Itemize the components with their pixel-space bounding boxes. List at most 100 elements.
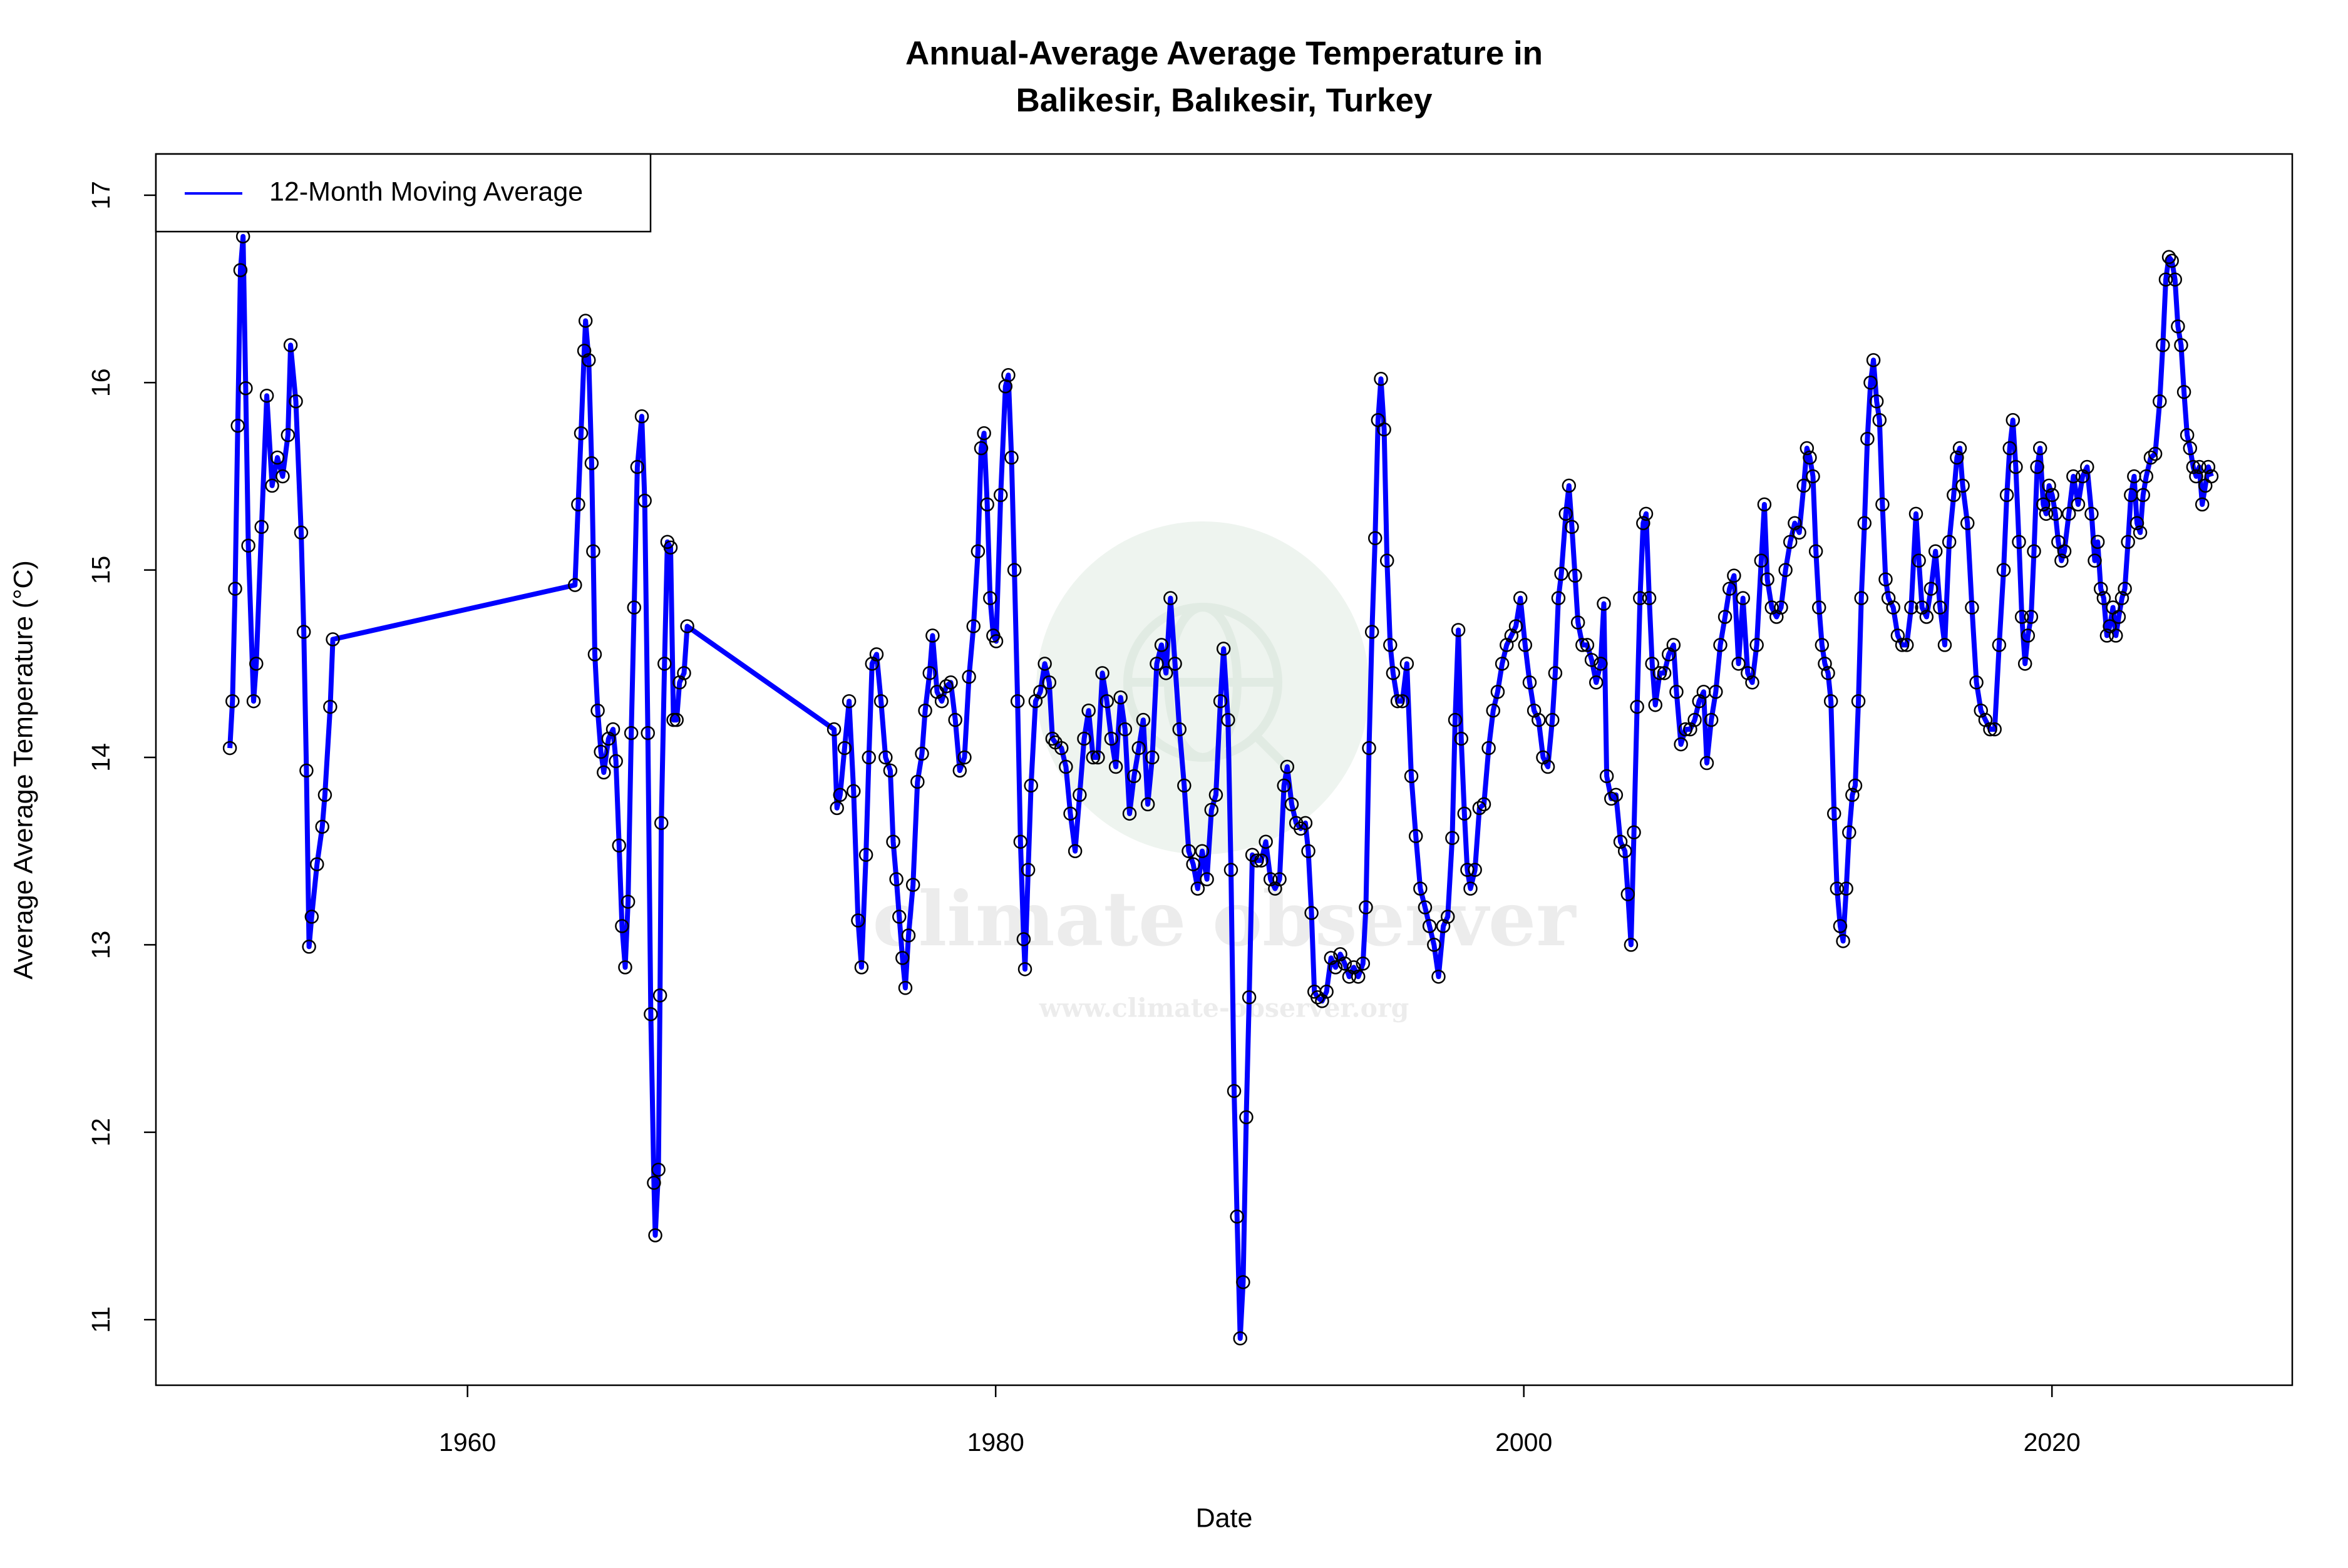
data-point xyxy=(1532,712,1546,727)
data-point xyxy=(1068,844,1083,858)
data-point xyxy=(1727,568,1741,583)
data-point xyxy=(1580,638,1595,652)
data-point xyxy=(1010,694,1025,709)
data-point xyxy=(1364,625,1379,639)
data-point xyxy=(1974,703,1989,718)
data-point xyxy=(939,679,954,694)
watermark: climate observer www.climate-observer.or… xyxy=(873,521,1577,1023)
data-point xyxy=(2099,628,2114,643)
data-point xyxy=(1617,844,1632,858)
data-point xyxy=(1757,497,1772,512)
data-point xyxy=(1136,712,1151,727)
data-point xyxy=(1513,591,1528,605)
data-point xyxy=(651,1162,666,1177)
data-point xyxy=(1404,769,1419,784)
data-point xyxy=(283,338,298,352)
data-point xyxy=(2030,459,2044,474)
data-point xyxy=(1250,853,1264,868)
data-point xyxy=(652,988,667,1003)
data-point xyxy=(1620,887,1635,901)
data-point xyxy=(1328,960,1343,975)
data-point xyxy=(842,694,857,709)
data-point xyxy=(1233,1331,1247,1346)
data-point xyxy=(1863,376,1878,390)
data-point xyxy=(1362,740,1376,756)
data-point xyxy=(605,722,620,737)
data-point xyxy=(1395,694,1409,709)
data-point xyxy=(886,834,900,849)
data-point xyxy=(304,910,319,924)
data-point xyxy=(1875,497,1890,512)
data-point xyxy=(1969,675,1984,690)
data-point xyxy=(1004,450,1019,465)
data-point xyxy=(1950,450,1964,465)
data-point xyxy=(2071,497,2086,512)
legend-label: 12-Month Moving Average xyxy=(269,177,583,207)
data-point xyxy=(1669,685,1684,699)
data-point xyxy=(1172,722,1187,737)
data-point xyxy=(1460,863,1475,877)
data-point xyxy=(1377,422,1391,437)
data-point xyxy=(1568,568,1582,583)
data-point xyxy=(1227,1084,1242,1099)
data-point xyxy=(1457,806,1472,821)
data-point xyxy=(1518,638,1533,652)
data-point xyxy=(1639,506,1654,521)
data-point xyxy=(1736,591,1750,605)
data-point xyxy=(1024,778,1038,793)
data-point xyxy=(2183,441,2198,456)
data-point xyxy=(1522,675,1537,690)
data-point xyxy=(2129,516,2145,531)
data-point xyxy=(1259,834,1273,849)
data-point xyxy=(962,670,976,684)
data-point xyxy=(1633,591,1647,605)
data-point xyxy=(1854,591,1868,605)
data-point xyxy=(892,910,907,924)
data-point xyxy=(1648,697,1662,712)
data-point xyxy=(1042,675,1057,690)
data-point xyxy=(1788,516,1802,531)
data-point xyxy=(1301,844,1316,858)
data-point xyxy=(922,666,937,680)
data-point xyxy=(2114,591,2129,605)
data-point xyxy=(1063,806,1078,821)
data-point xyxy=(1304,906,1319,920)
data-point xyxy=(1016,932,1031,946)
data-point xyxy=(2012,535,2026,549)
data-point xyxy=(1298,816,1313,831)
data-point xyxy=(2080,459,2094,474)
data-point xyxy=(2057,544,2072,558)
data-point xyxy=(1158,666,1173,680)
data-point xyxy=(2186,459,2201,474)
data-point xyxy=(1878,572,1893,587)
data-point xyxy=(1472,801,1487,816)
data-point xyxy=(230,418,245,433)
data-point xyxy=(1223,863,1238,877)
data-point xyxy=(299,763,314,778)
data-point xyxy=(1845,787,1860,802)
data-point xyxy=(2192,459,2206,474)
data-point xyxy=(1081,703,1096,718)
data-point xyxy=(2139,469,2154,484)
data-point xyxy=(1268,881,1282,896)
data-point xyxy=(952,763,967,778)
data-point xyxy=(1463,881,1478,896)
data-point xyxy=(1131,740,1146,756)
data-point xyxy=(1150,657,1164,671)
data-point xyxy=(618,960,632,975)
data-point xyxy=(1937,638,1952,652)
data-point xyxy=(1315,993,1329,1008)
data-point xyxy=(281,428,296,443)
data-point xyxy=(2027,544,2041,558)
data-point xyxy=(1800,441,1815,456)
data-point xyxy=(1007,563,1022,577)
data-point xyxy=(1059,759,1073,774)
data-point xyxy=(1168,657,1182,671)
data-point xyxy=(983,591,997,605)
data-point xyxy=(1955,478,1970,493)
data-point xyxy=(1195,844,1210,858)
data-point xyxy=(1236,1275,1250,1289)
data-point xyxy=(1104,731,1119,746)
data-point xyxy=(2153,394,2167,409)
data-point xyxy=(648,1228,662,1243)
